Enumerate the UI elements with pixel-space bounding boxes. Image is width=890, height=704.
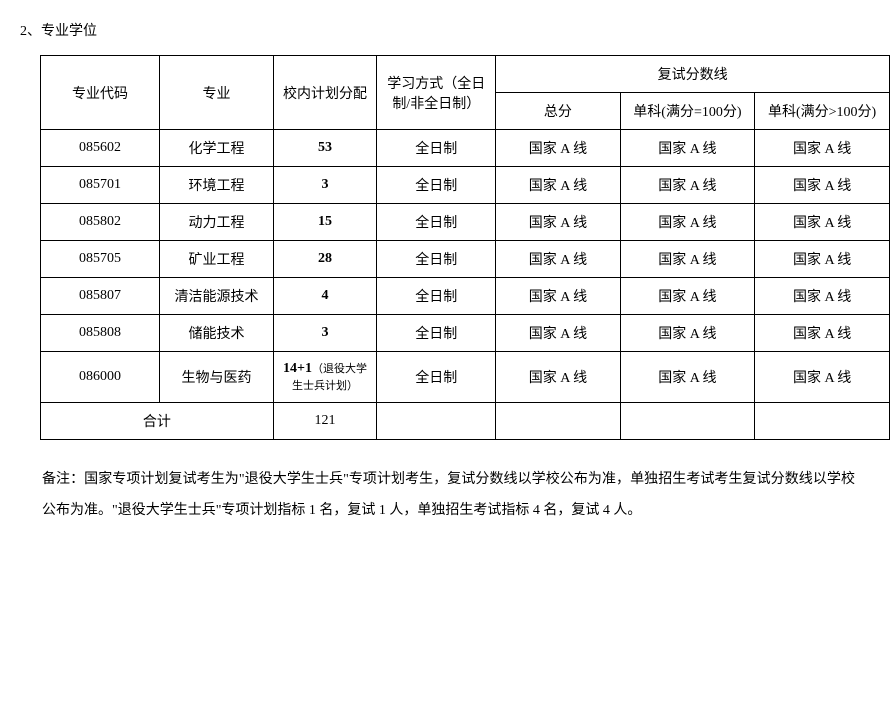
cell-major: 动力工程	[160, 204, 274, 241]
table-row: 085808 储能技术 3 全日制 国家 A 线 国家 A 线 国家 A 线	[41, 315, 890, 352]
table-row: 085807 清洁能源技术 4 全日制 国家 A 线 国家 A 线 国家 A 线	[41, 278, 890, 315]
cell-mode: 全日制	[377, 204, 496, 241]
cell-total: 国家 A 线	[496, 204, 620, 241]
cell-quota: 15	[273, 204, 376, 241]
header-code: 专业代码	[41, 56, 160, 130]
header-row-1: 专业代码 专业 校内计划分配 学习方式（全日制/非全日制） 复试分数线	[41, 56, 890, 93]
cell-sub1: 国家 A 线	[620, 130, 755, 167]
footer-empty	[620, 403, 755, 440]
cell-mode: 全日制	[377, 315, 496, 352]
table-row: 085701 环境工程 3 全日制 国家 A 线 国家 A 线 国家 A 线	[41, 167, 890, 204]
cell-sub1: 国家 A 线	[620, 315, 755, 352]
note-text: 备注：国家专项计划复试考生为"退役大学生士兵"专项计划考生，复试分数线以学校公布…	[42, 465, 855, 527]
degree-table: 专业代码 专业 校内计划分配 学习方式（全日制/非全日制） 复试分数线 总分 单…	[40, 55, 890, 440]
cell-total: 国家 A 线	[496, 352, 620, 403]
cell-mode: 全日制	[377, 130, 496, 167]
header-mode: 学习方式（全日制/非全日制）	[377, 56, 496, 130]
cell-mode: 全日制	[377, 241, 496, 278]
cell-quota: 3	[273, 315, 376, 352]
table-row-last: 086000 生物与医药 14+1（退役大学生士兵计划） 全日制 国家 A 线 …	[41, 352, 890, 403]
header-major: 专业	[160, 56, 274, 130]
cell-code: 085807	[41, 278, 160, 315]
cell-code: 085802	[41, 204, 160, 241]
cell-sub1: 国家 A 线	[620, 352, 755, 403]
cell-major: 矿业工程	[160, 241, 274, 278]
cell-sub2: 国家 A 线	[755, 241, 890, 278]
cell-sub1: 国家 A 线	[620, 278, 755, 315]
cell-total: 国家 A 线	[496, 167, 620, 204]
cell-sub2: 国家 A 线	[755, 204, 890, 241]
footer-total: 121	[273, 403, 376, 440]
cell-quota: 28	[273, 241, 376, 278]
cell-code: 085705	[41, 241, 160, 278]
cell-sub2: 国家 A 线	[755, 130, 890, 167]
cell-code: 085701	[41, 167, 160, 204]
header-sub2: 单科(满分>100分)	[755, 93, 890, 130]
cell-sub1: 国家 A 线	[620, 241, 755, 278]
cell-major: 生物与医药	[160, 352, 274, 403]
footer-empty	[496, 403, 620, 440]
cell-mode: 全日制	[377, 167, 496, 204]
cell-sub2: 国家 A 线	[755, 315, 890, 352]
cell-major: 清洁能源技术	[160, 278, 274, 315]
cell-total: 国家 A 线	[496, 241, 620, 278]
cell-sub2: 国家 A 线	[755, 167, 890, 204]
footer-empty	[377, 403, 496, 440]
cell-major: 环境工程	[160, 167, 274, 204]
footer-label: 合计	[41, 403, 274, 440]
cell-major: 化学工程	[160, 130, 274, 167]
table-row: 085802 动力工程 15 全日制 国家 A 线 国家 A 线 国家 A 线	[41, 204, 890, 241]
cell-mode: 全日制	[377, 352, 496, 403]
cell-total: 国家 A 线	[496, 130, 620, 167]
header-total: 总分	[496, 93, 620, 130]
cell-quota: 4	[273, 278, 376, 315]
cell-code: 086000	[41, 352, 160, 403]
header-score-group: 复试分数线	[496, 56, 890, 93]
table-footer-row: 合计 121	[41, 403, 890, 440]
cell-sub2: 国家 A 线	[755, 278, 890, 315]
cell-total: 国家 A 线	[496, 315, 620, 352]
table-row: 085705 矿业工程 28 全日制 国家 A 线 国家 A 线 国家 A 线	[41, 241, 890, 278]
cell-sub1: 国家 A 线	[620, 204, 755, 241]
footer-empty	[755, 403, 890, 440]
cell-major: 储能技术	[160, 315, 274, 352]
cell-code: 085808	[41, 315, 160, 352]
quota-main: 14+1	[283, 361, 312, 376]
cell-quota: 53	[273, 130, 376, 167]
cell-total: 国家 A 线	[496, 278, 620, 315]
cell-quota: 3	[273, 167, 376, 204]
table-row: 085602 化学工程 53 全日制 国家 A 线 国家 A 线 国家 A 线	[41, 130, 890, 167]
cell-quota-complex: 14+1（退役大学生士兵计划）	[273, 352, 376, 403]
cell-mode: 全日制	[377, 278, 496, 315]
cell-sub1: 国家 A 线	[620, 167, 755, 204]
section-title: 2、专业学位	[20, 20, 870, 40]
cell-code: 085602	[41, 130, 160, 167]
header-quota: 校内计划分配	[273, 56, 376, 130]
header-sub1: 单科(满分=100分)	[620, 93, 755, 130]
cell-sub2: 国家 A 线	[755, 352, 890, 403]
